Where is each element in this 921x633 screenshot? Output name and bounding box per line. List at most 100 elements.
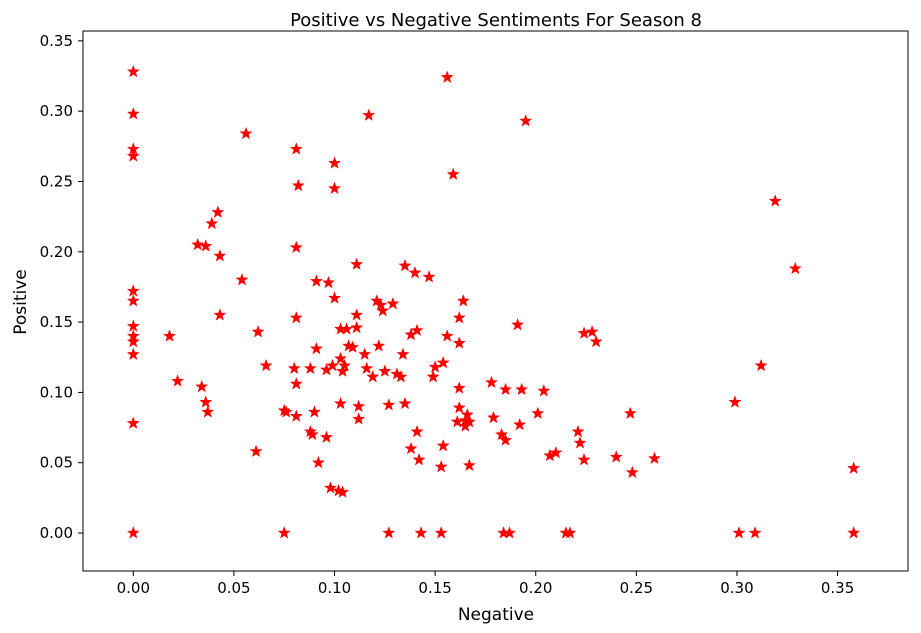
data-point [327,291,342,304]
data-point [374,298,388,311]
data-point [460,407,474,421]
data-point [847,461,861,474]
data-point [426,369,440,383]
data-point [585,324,599,338]
data-point [386,296,400,310]
data-point [366,369,380,383]
data-point [625,465,639,479]
data-point [352,412,366,425]
x-axis-title: Negative [458,605,534,625]
data-point [195,379,209,393]
data-point [515,382,529,396]
data-point [609,450,623,463]
data-point [446,167,460,181]
data-point [126,294,140,307]
data-point [408,265,422,279]
x-tick-label: 0.35 [821,579,854,597]
data-point [378,364,392,377]
data-point [484,375,499,389]
data-point [414,526,428,539]
data-point [434,526,448,539]
data-point [452,381,466,394]
data-point [346,340,360,354]
y-tick-label: 0.20 [40,243,73,261]
data-point [398,258,412,272]
data-point [494,427,509,441]
data-point [404,441,418,455]
data-point [337,358,352,372]
data-point [372,339,386,352]
data-point [289,142,303,155]
y-axis-title: Positive [11,269,31,335]
data-point [319,430,334,444]
data-point [452,310,466,324]
data-point [498,382,513,396]
data-point [498,433,513,446]
x-tick-label: 0.15 [418,579,451,597]
data-point [339,322,354,335]
data-point [847,526,861,539]
chart-title: Positive vs Negative Sentiments For Seas… [290,10,702,31]
x-axis-ticks: 0.00 0.05 0.10 0.15 0.20 0.25 0.30 0.35 [117,571,854,597]
data-point [462,414,476,428]
data-point [279,405,293,418]
data-point [305,427,320,441]
data-point [287,361,301,375]
data-point [571,424,585,438]
data-point [321,275,336,289]
data-point [303,361,317,375]
data-point [307,405,322,418]
data-point [623,406,637,420]
data-point [291,178,305,192]
x-tick-label: 0.20 [519,579,552,597]
data-point [126,347,140,361]
data-point [436,438,450,452]
data-point [456,294,470,307]
data-point [335,485,350,498]
data-point [311,455,326,469]
data-point [350,308,364,321]
data-point [327,156,342,169]
data-point [259,358,273,372]
data-point [531,406,545,420]
data-points [126,64,861,539]
data-point [213,308,227,321]
data-point [126,334,140,348]
data-point [289,310,303,324]
data-point [333,396,348,410]
data-point [277,526,291,539]
data-point [573,436,587,449]
data-point [126,319,140,332]
data-point [350,257,364,271]
data-point [537,384,551,397]
data-point [205,216,219,230]
y-tick-label: 0.25 [40,172,73,190]
x-tick-label: 0.10 [318,579,351,597]
data-point [213,249,227,262]
data-point [422,270,436,283]
data-point [362,108,376,121]
data-point [486,410,501,424]
data-point [754,358,768,372]
data-point [126,64,140,78]
y-tick-label: 0.15 [40,313,73,331]
y-tick-label: 0.10 [40,383,73,401]
data-point [327,181,342,195]
data-point [199,239,213,252]
data-point [309,341,324,355]
data-point [440,70,454,84]
data-point [440,329,454,342]
data-point [126,107,140,120]
data-point [126,284,140,297]
data-point [309,274,324,287]
data-point [382,398,396,411]
data-point [577,326,591,339]
data-point [323,481,338,494]
data-point [352,399,366,413]
data-point [376,303,390,317]
data-point [412,452,426,466]
data-point [235,272,249,286]
data-point [513,417,527,431]
data-point [170,374,185,387]
